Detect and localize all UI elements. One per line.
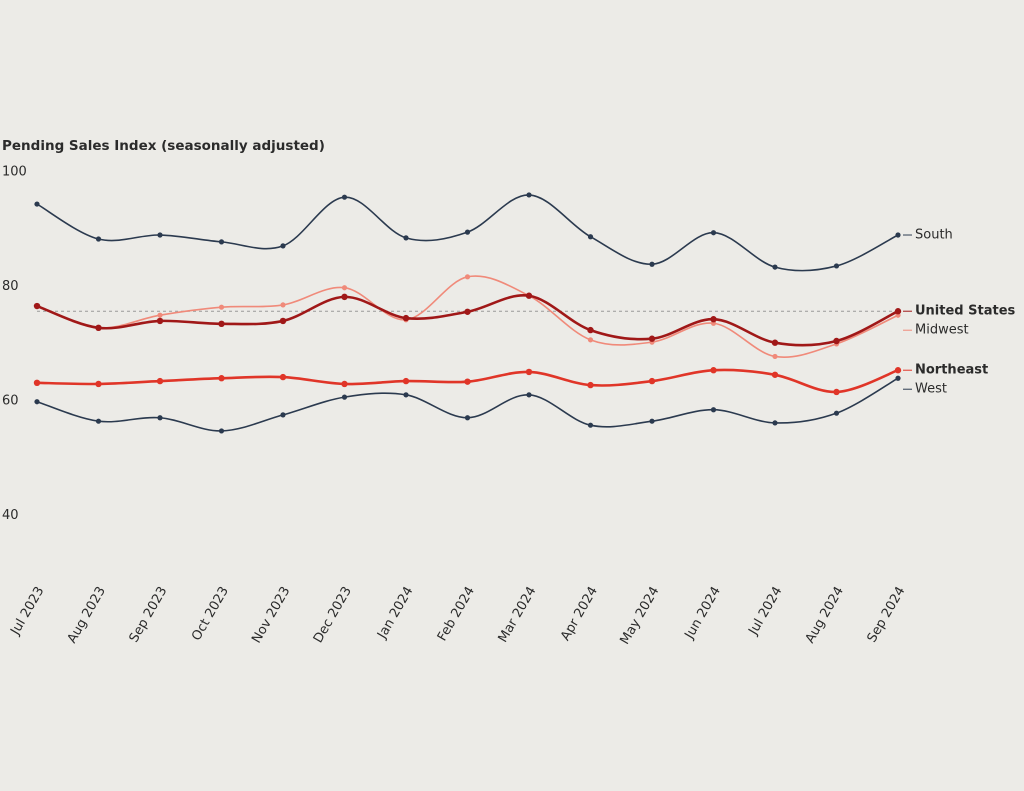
data-point xyxy=(341,380,348,388)
data-point xyxy=(218,239,225,245)
data-point xyxy=(280,302,286,308)
data-point xyxy=(833,337,840,345)
data-point xyxy=(34,399,40,405)
data-point xyxy=(95,324,102,332)
data-point xyxy=(894,308,902,315)
data-point xyxy=(587,326,594,334)
data-point xyxy=(895,232,901,238)
data-point xyxy=(33,379,41,387)
data-point xyxy=(218,428,225,434)
data-point xyxy=(341,285,348,291)
legend-label: United States xyxy=(915,304,1016,319)
data-point xyxy=(402,314,410,322)
data-point xyxy=(157,312,163,318)
data-point xyxy=(710,367,717,374)
y-tick-label: 80 xyxy=(2,279,19,294)
data-point xyxy=(587,234,594,240)
data-point xyxy=(771,339,779,346)
series-line xyxy=(36,368,899,394)
data-point xyxy=(157,415,163,421)
y-tick-label: 100 xyxy=(2,165,27,180)
data-point xyxy=(895,375,901,381)
data-point xyxy=(772,264,778,270)
data-point xyxy=(587,337,594,343)
data-point xyxy=(95,236,102,242)
data-point xyxy=(218,304,225,310)
y-tick-label: 40 xyxy=(2,508,19,523)
data-point xyxy=(157,232,163,238)
data-point xyxy=(464,229,471,235)
data-point xyxy=(403,235,409,241)
data-point xyxy=(156,377,164,385)
data-point xyxy=(464,308,471,315)
data-point xyxy=(403,392,409,398)
data-point xyxy=(402,377,410,385)
data-point xyxy=(710,230,717,236)
data-point xyxy=(648,377,656,385)
data-point xyxy=(464,415,471,421)
data-point xyxy=(833,388,840,396)
data-point xyxy=(525,368,533,376)
data-point xyxy=(587,381,594,389)
data-point xyxy=(33,302,41,310)
data-point xyxy=(649,418,655,424)
data-point xyxy=(833,263,840,269)
data-point xyxy=(280,412,286,418)
data-point xyxy=(95,380,102,388)
data-point xyxy=(156,317,164,325)
data-point xyxy=(464,378,471,385)
legend-label: Midwest xyxy=(915,323,969,338)
data-point xyxy=(280,243,286,249)
data-point xyxy=(526,392,532,398)
legend-label: West xyxy=(915,382,947,397)
data-point xyxy=(34,201,40,207)
data-point xyxy=(218,375,225,382)
data-point xyxy=(525,292,533,299)
data-point xyxy=(218,320,225,328)
data-point xyxy=(710,316,717,323)
legend-label: South xyxy=(915,228,953,243)
y-tick-label: 60 xyxy=(2,394,19,409)
data-point xyxy=(95,418,102,424)
data-point xyxy=(526,192,532,198)
data-point xyxy=(279,317,287,325)
data-point xyxy=(710,407,717,413)
data-point xyxy=(341,194,348,200)
data-point xyxy=(833,410,840,416)
data-point xyxy=(772,353,778,360)
data-point xyxy=(894,367,902,374)
data-point xyxy=(648,335,656,342)
data-point xyxy=(341,394,348,400)
data-point xyxy=(771,371,779,378)
data-point xyxy=(772,420,778,426)
legend-label: Northeast xyxy=(915,363,988,378)
data-point xyxy=(341,293,348,301)
data-point xyxy=(279,373,287,381)
chart-title: Pending Sales Index (seasonally adjusted… xyxy=(2,138,325,154)
data-point xyxy=(464,274,471,280)
data-point xyxy=(649,261,655,267)
data-point xyxy=(587,422,594,428)
